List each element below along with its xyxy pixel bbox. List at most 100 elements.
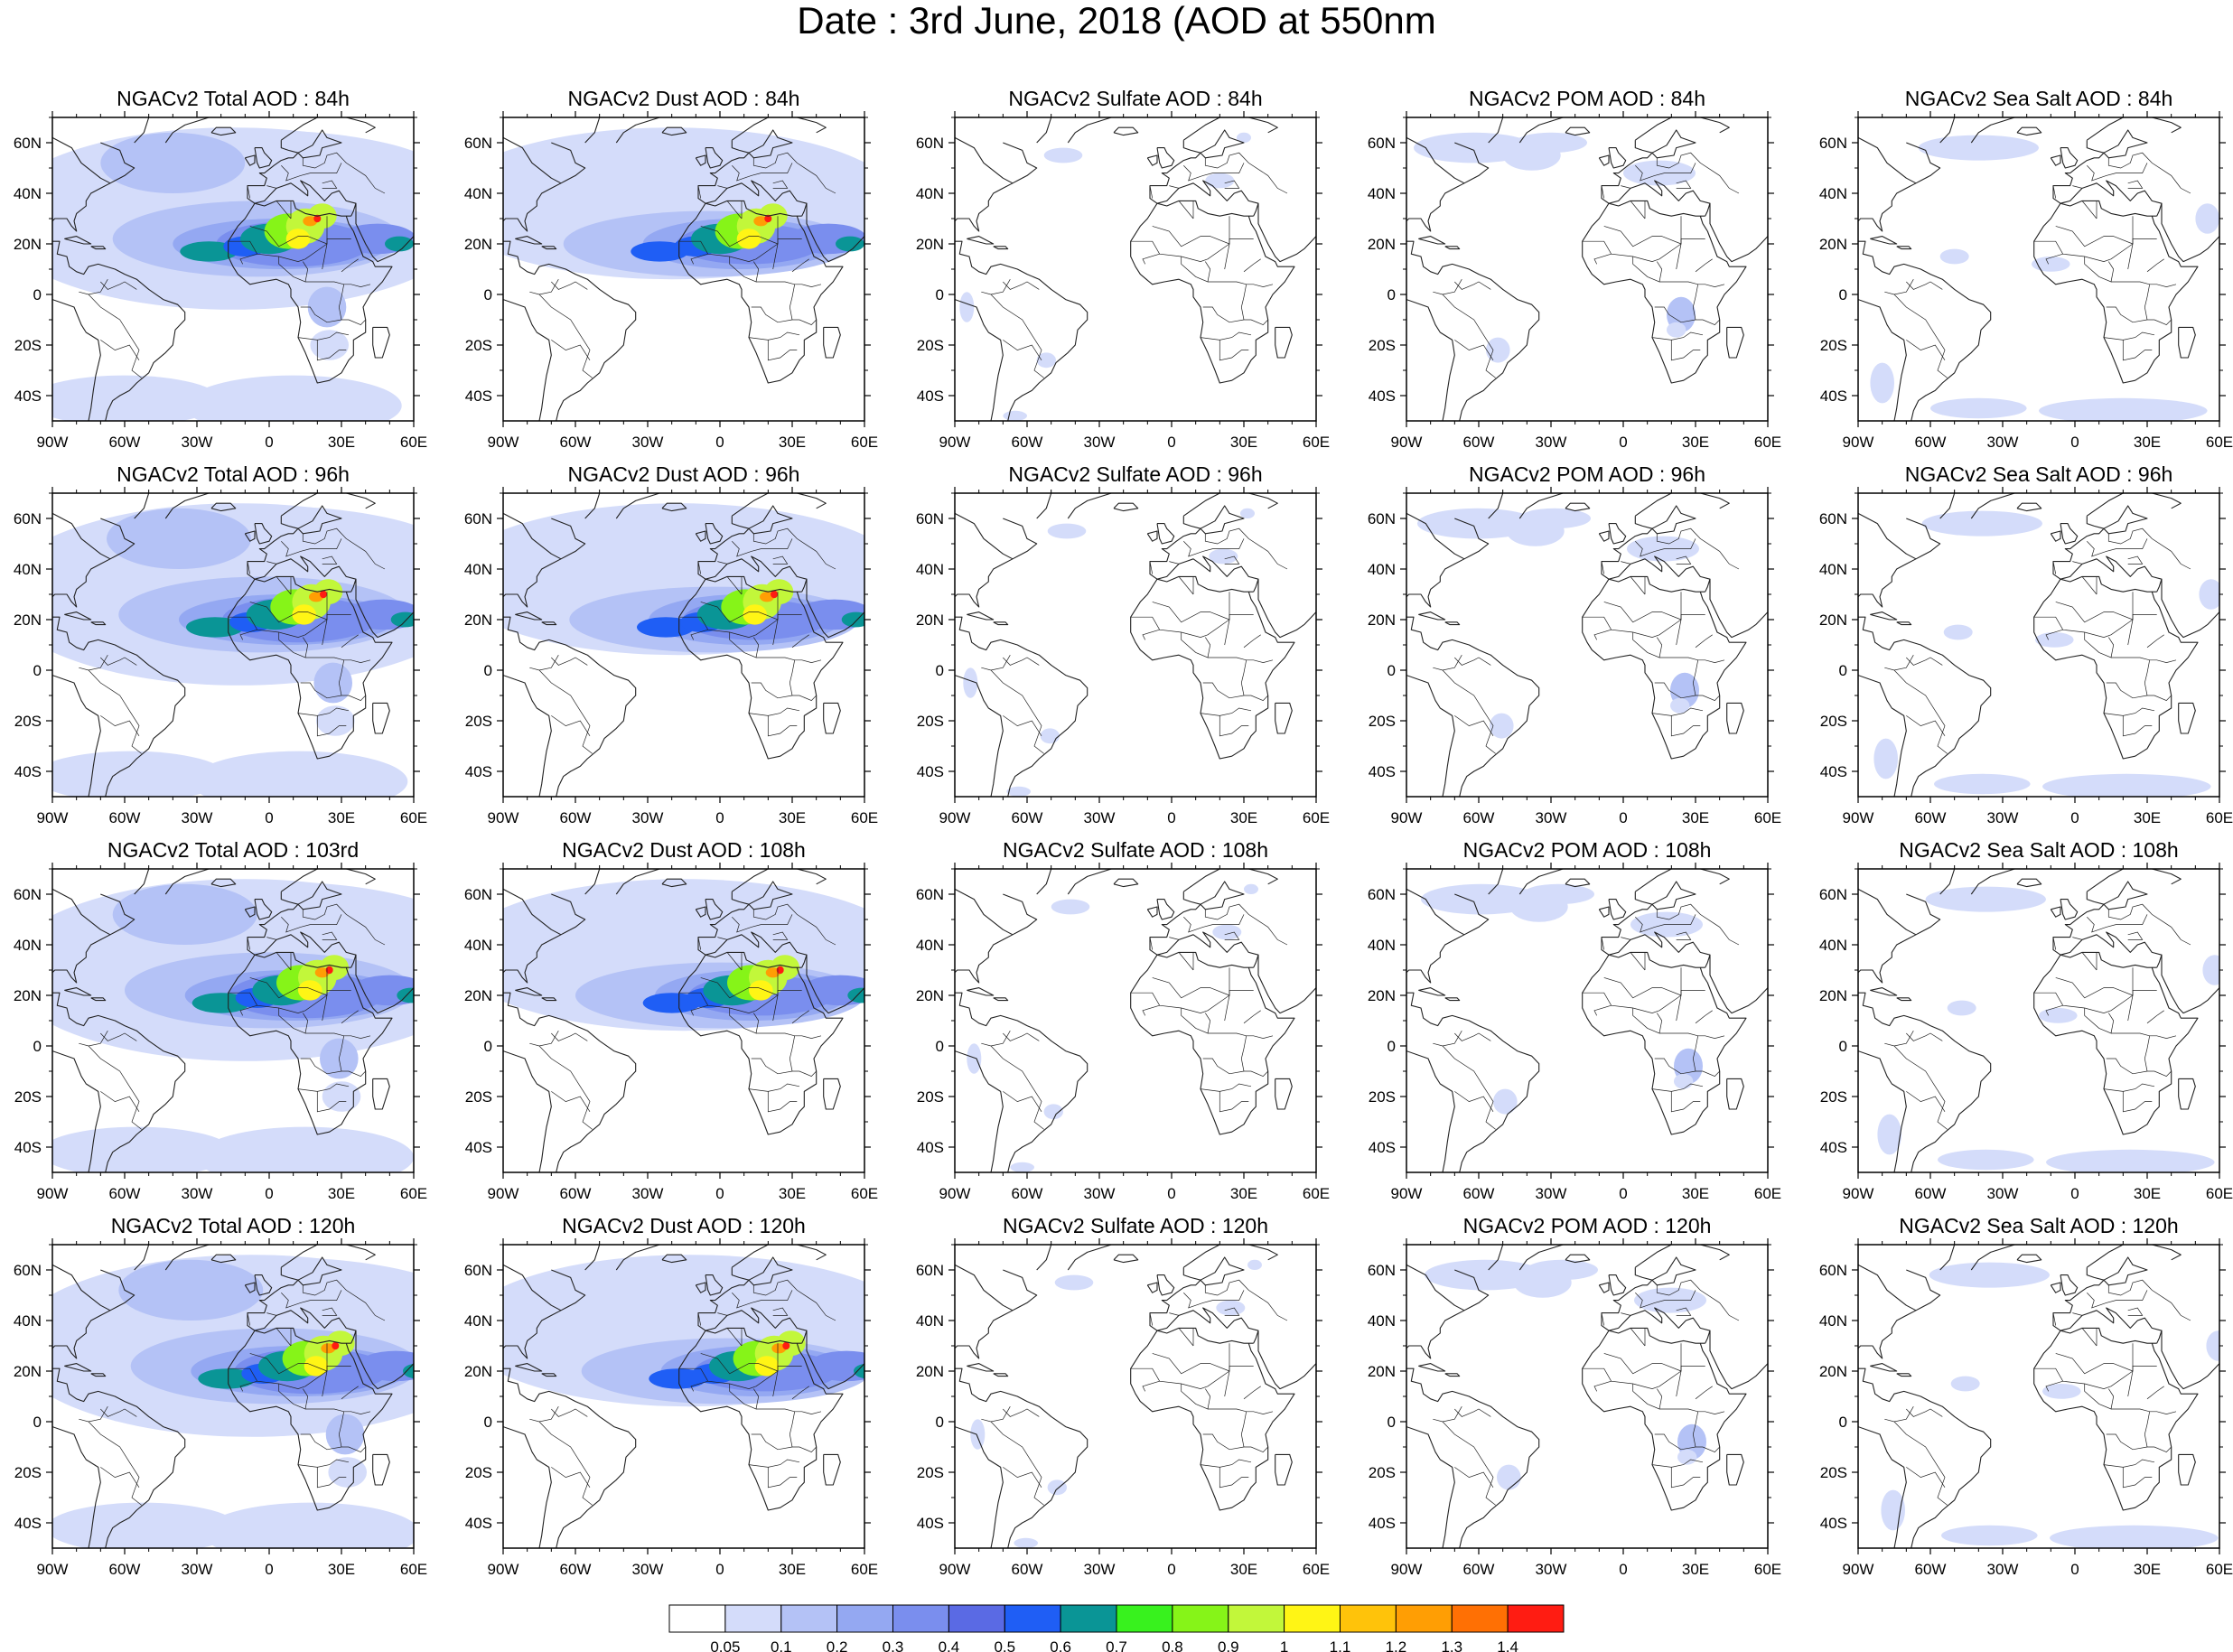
aod-blob [1490, 713, 1514, 739]
aod-blob [1943, 624, 1973, 640]
aod-blob [1877, 1114, 1901, 1155]
lat-label: 40S [1820, 1515, 1847, 1532]
aod-blob [107, 508, 251, 569]
borders [981, 903, 1288, 1130]
coastline [823, 326, 841, 359]
coastline [1406, 675, 1455, 797]
aod-blob [1930, 397, 2027, 419]
country-border [2052, 185, 2057, 199]
aod-field [503, 493, 864, 797]
coastline [1444, 621, 1461, 626]
coastline [1113, 126, 1139, 136]
lat-label: 20N [14, 1363, 42, 1380]
country-border [266, 185, 277, 189]
coastline [1858, 299, 1907, 421]
lon-label: 60W [1463, 1561, 1495, 1578]
lon-label: 30W [1536, 809, 1567, 826]
country-border [2127, 931, 2144, 940]
lon-label: 60E [2206, 1561, 2233, 1578]
lon-label: 30E [779, 1561, 806, 1578]
coastline [2016, 1254, 2042, 1264]
lat-label: 20N [916, 1363, 944, 1380]
lon-label: 30W [1987, 809, 2019, 826]
coastlines [955, 117, 1316, 421]
coastline [2050, 154, 2061, 166]
country-border [990, 294, 1044, 378]
coastline [584, 493, 601, 519]
country-border [726, 576, 743, 595]
aod-blob [967, 1043, 982, 1074]
coastlines [52, 1245, 414, 1548]
lat-label: 40S [14, 763, 42, 780]
coastline [661, 126, 687, 136]
country-border [748, 1083, 800, 1092]
coastline [541, 246, 557, 250]
lon-label: 60E [1303, 809, 1330, 826]
colorbar-swatch [668, 1604, 726, 1633]
coastline [1406, 240, 1540, 421]
coastline [134, 1245, 150, 1271]
aod-blob [1014, 1537, 1038, 1548]
lon-label: 0 [715, 434, 724, 451]
colorbar-swatch [1507, 1604, 1565, 1633]
coastline [1598, 906, 1610, 918]
coastline [705, 899, 724, 920]
aod-blob [776, 966, 784, 975]
country-border [2122, 715, 2153, 737]
lon-label: 60E [851, 434, 878, 451]
lat-label: 40N [1368, 937, 1396, 954]
country-border [1178, 576, 1194, 595]
lon-label: 30E [2134, 1561, 2161, 1578]
lon-label: 60W [1463, 1185, 1495, 1202]
country-border [1656, 903, 1740, 946]
aod-blob [2195, 203, 2219, 234]
country-border [551, 1408, 588, 1417]
lat-label: 40S [917, 763, 944, 780]
country-border [1676, 1307, 1692, 1316]
country-border [1884, 1406, 1914, 1423]
aod-blob [1873, 738, 1898, 779]
country-border [1630, 201, 1646, 219]
coastline [2060, 523, 2079, 545]
coastline [1488, 493, 1504, 519]
map-background [1406, 493, 1768, 797]
country-border [1654, 682, 1720, 702]
country-border [1695, 1386, 1713, 1400]
lat-label: 20S [14, 713, 42, 730]
lon-label: 0 [265, 809, 273, 826]
country-border [1793, 963, 1841, 981]
country-border [2107, 1279, 2191, 1321]
lon-label: 60W [109, 809, 141, 826]
coastline [1182, 493, 1278, 517]
coastline [697, 140, 808, 217]
coastline [1726, 326, 1744, 359]
aod-blob [191, 751, 408, 797]
country-border [1200, 331, 1252, 341]
country-border [322, 1307, 338, 1316]
country-border [2144, 1035, 2151, 1072]
country-border [302, 903, 386, 946]
country-border [1219, 715, 1249, 737]
coastline [1149, 516, 1259, 593]
country-border [2107, 152, 2191, 194]
country-border [732, 538, 793, 557]
lat-label: 20S [1369, 337, 1396, 354]
coastline [1036, 493, 1052, 519]
lat-label: 40N [1368, 185, 1396, 202]
coastline [1858, 888, 1917, 984]
colorbar-swatch [1172, 1604, 1229, 1633]
coastline [280, 117, 376, 141]
coastline [372, 1453, 390, 1486]
aod-blob [2202, 955, 2219, 985]
coastline [1582, 575, 1747, 760]
coastline [52, 1264, 111, 1359]
lon-label: 90W [488, 434, 519, 451]
coastline [748, 505, 793, 535]
country-border [278, 632, 309, 658]
coastline [1156, 523, 1175, 545]
lon-label: 60W [1915, 809, 1947, 826]
country-border [529, 1031, 559, 1047]
map-background [955, 1245, 1316, 1548]
map-panel-pom-1: 90W 60W 30W 0 30E 60E 60N 40N 20N 0 20S 40S [1368, 487, 1781, 826]
country-border [789, 1035, 796, 1072]
